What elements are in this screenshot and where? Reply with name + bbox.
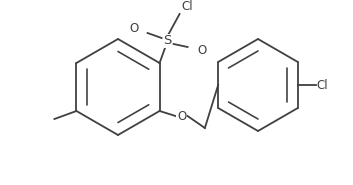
- Text: O: O: [129, 23, 138, 36]
- Text: O: O: [177, 110, 186, 122]
- Text: Cl: Cl: [317, 78, 328, 92]
- Text: S: S: [163, 34, 172, 48]
- Text: Cl: Cl: [181, 0, 193, 13]
- Text: O: O: [197, 45, 206, 58]
